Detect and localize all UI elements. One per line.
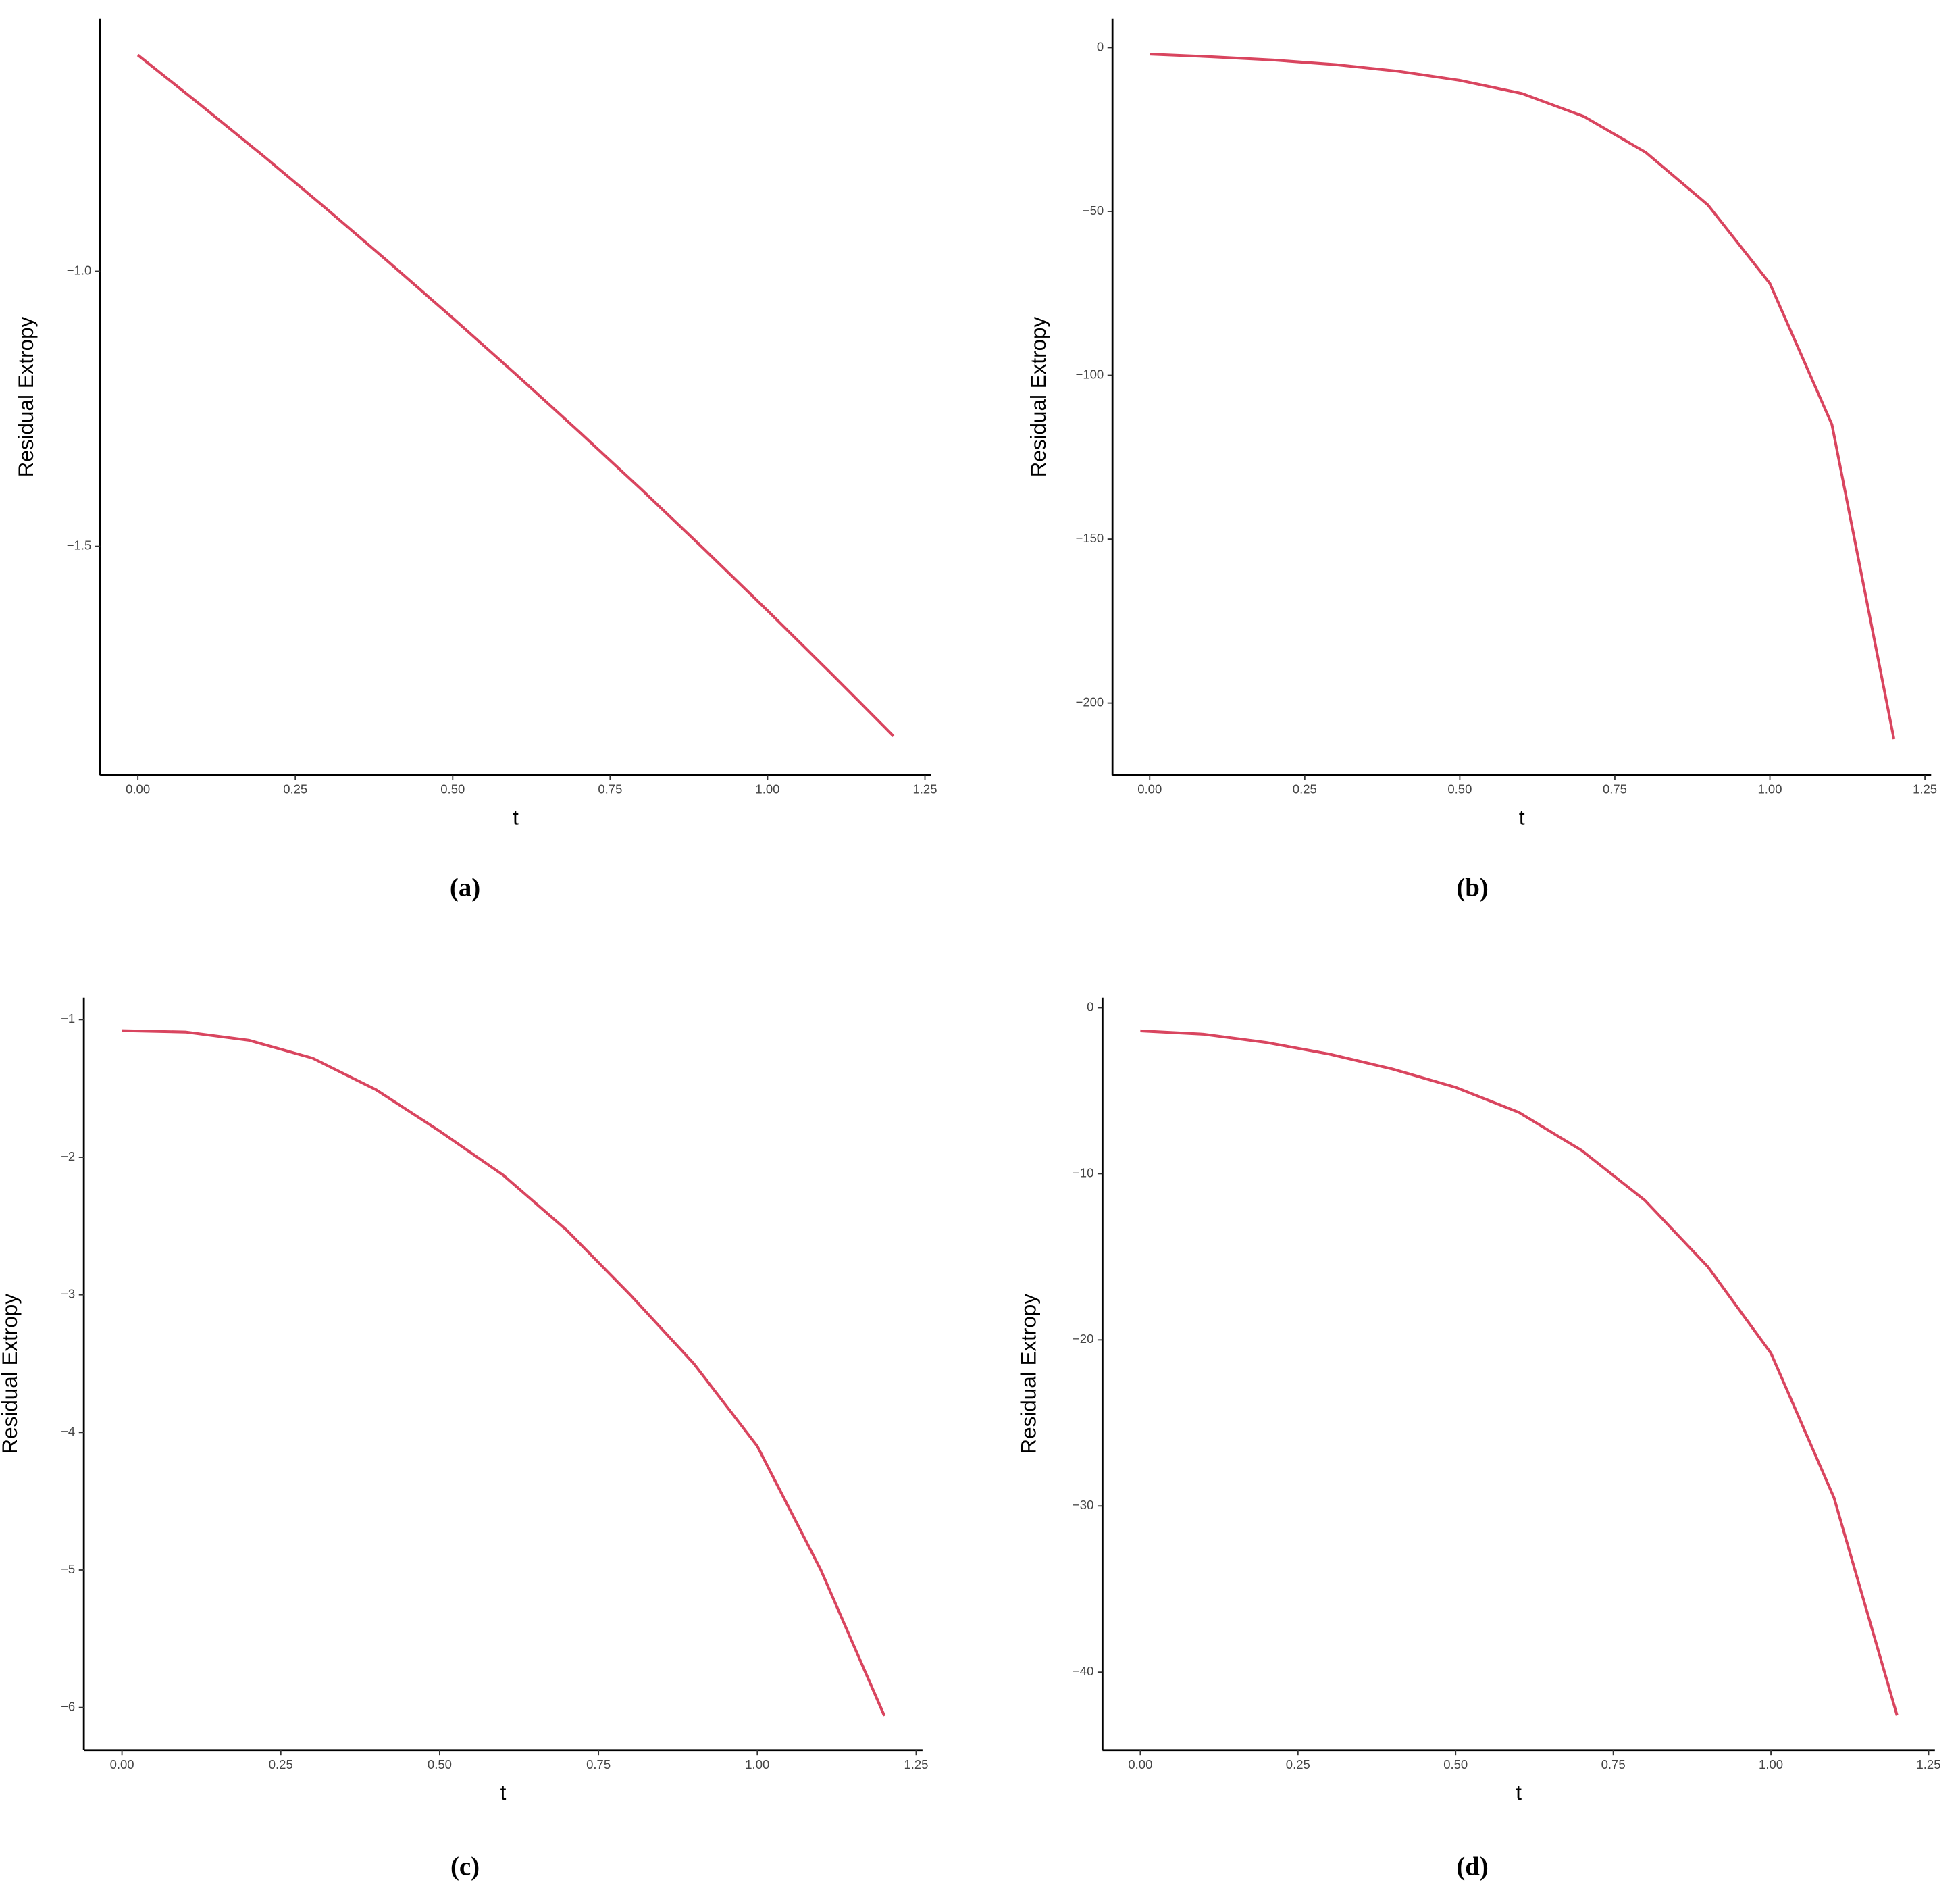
- x-tick-label: 1.25: [1913, 782, 1937, 796]
- x-tick-label: 1.00: [745, 1757, 769, 1771]
- data-line: [1150, 53, 1896, 740]
- x-tick-label: 1.25: [1916, 1757, 1940, 1771]
- y-axis-label: Residual Extropy: [0, 1294, 22, 1454]
- x-tick-label: 0.25: [269, 1757, 293, 1771]
- panel-caption: (d): [1456, 1852, 1489, 1881]
- y-tick-label: 0: [1097, 39, 1104, 53]
- x-tick-label: 0.50: [1447, 782, 1472, 796]
- y-tick-label: −100: [1076, 367, 1104, 381]
- x-tick-label: 0.00: [1128, 1757, 1152, 1771]
- y-tick-label: −3: [61, 1287, 75, 1301]
- y-axis-label: Residual Extropy: [14, 316, 38, 477]
- y-tick-label: 0: [1087, 999, 1093, 1013]
- x-tick-label: 0.25: [1286, 1757, 1310, 1771]
- x-axis-label: t: [500, 1781, 507, 1804]
- x-tick-label: 0.50: [440, 782, 465, 796]
- x-tick-label: 0.75: [598, 782, 622, 796]
- data-line: [136, 53, 895, 737]
- y-tick-label: −1.5: [67, 538, 92, 553]
- y-tick-label: −5: [61, 1562, 75, 1576]
- panel-caption: (c): [450, 1852, 480, 1881]
- x-tick-label: 0.25: [1293, 782, 1317, 796]
- x-tick-label: 0.75: [1603, 782, 1627, 796]
- data-line: [122, 1029, 886, 1717]
- y-tick-label: −150: [1076, 531, 1104, 545]
- x-tick-label: 0.00: [126, 782, 150, 796]
- y-tick-label: −200: [1076, 695, 1104, 709]
- x-tick-label: 0.75: [586, 1757, 611, 1771]
- y-tick-label: −10: [1073, 1165, 1093, 1180]
- x-tick-label: 0.75: [1601, 1757, 1626, 1771]
- x-axis-label: t: [1519, 805, 1525, 829]
- y-tick-label: −50: [1083, 203, 1104, 218]
- x-tick-label: 0.25: [283, 782, 307, 796]
- y-tick-label: −30: [1073, 1498, 1093, 1512]
- x-tick-label: 1.25: [904, 1757, 928, 1771]
- y-tick-label: −40: [1073, 1664, 1093, 1678]
- x-tick-label: 1.25: [912, 782, 937, 796]
- x-tick-label: 1.00: [755, 782, 779, 796]
- x-tick-label: 0.00: [110, 1757, 134, 1771]
- x-tick-label: 1.00: [1759, 1757, 1783, 1771]
- x-axis-label: t: [513, 805, 519, 829]
- x-tick-label: 1.00: [1758, 782, 1782, 796]
- y-tick-label: −2: [61, 1149, 75, 1163]
- x-tick-label: 0.50: [428, 1757, 452, 1771]
- x-tick-label: 0.50: [1443, 1757, 1468, 1771]
- y-tick-label: −1: [61, 1011, 75, 1026]
- x-tick-label: 0.00: [1137, 782, 1162, 796]
- panel-caption: (b): [1456, 873, 1489, 903]
- y-axis-label: Residual Extropy: [1027, 316, 1050, 477]
- y-tick-label: −1.0: [67, 263, 92, 277]
- y-tick-label: −20: [1073, 1332, 1093, 1346]
- y-axis-label: Residual Extropy: [1016, 1294, 1040, 1454]
- panel-caption: (a): [450, 873, 480, 903]
- y-tick-label: −4: [61, 1424, 75, 1438]
- y-tick-label: −6: [61, 1700, 75, 1714]
- x-axis-label: t: [1516, 1781, 1522, 1804]
- data-line: [1140, 1029, 1899, 1716]
